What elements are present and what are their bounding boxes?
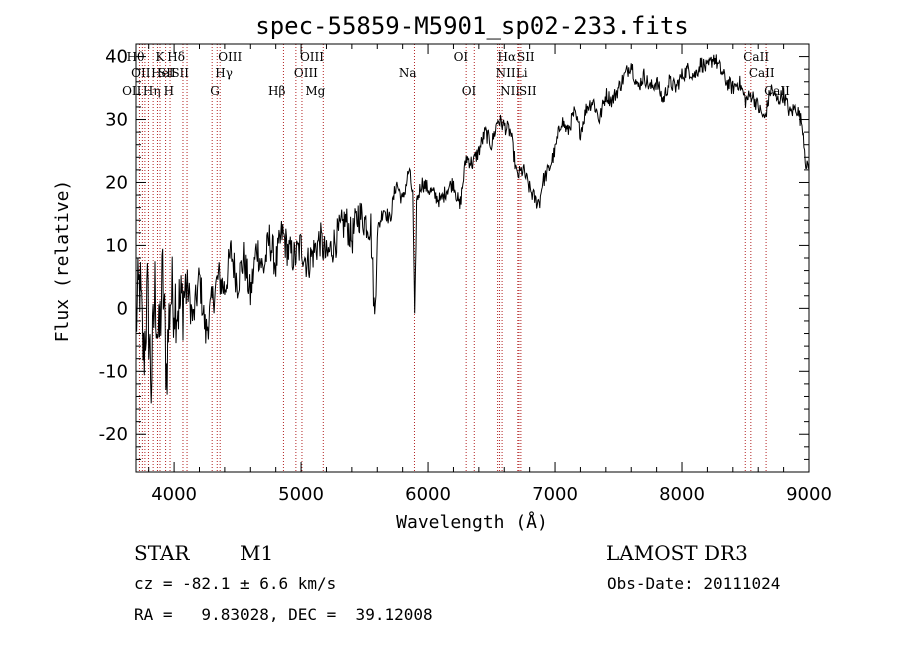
series-layer [135,54,810,404]
marker-label: Na [399,66,417,80]
marker-label: Mg [305,84,325,98]
marker-label: CaII [743,50,769,64]
marker-label: OIII [300,50,324,64]
marker-label: OIII [218,50,242,64]
redshift-text: cz = -82.1 ± 6.6 km/s [134,574,336,593]
marker-label: OIII [294,66,318,80]
plot-frame [135,43,810,473]
marker-label: SII [519,84,537,98]
marker-label: HeI [151,66,174,80]
y-tick-label: -10 [99,361,128,382]
marker-label: OI [454,50,469,64]
marker-label: Hβ [268,84,285,98]
x-axis-label: Wavelength (Å) [396,511,548,533]
marker-label: Hδ [167,50,185,64]
x-tick-label: 7000 [532,484,578,505]
marker-label: SII [158,66,176,80]
obs-date: Obs-Date: 20111024 [607,574,780,593]
y-tick-label: 0 [117,298,128,319]
spectrum-line [135,54,810,404]
marker-label: Hα [498,50,517,64]
marker-label: Li [516,66,528,80]
marker-label: OII [131,66,151,80]
marker-label: NII [500,84,520,98]
axis-ticks: 4000 5000 6000 7000 8000 9000 -20 -10 0 10 20 30 40 [99,43,832,505]
marker-label: CaII [764,84,790,98]
x-tick-label: 9000 [786,484,832,505]
marker-label: OII [122,84,142,98]
y-tick-label: 40 [105,47,128,68]
marker-label: SII [517,50,535,64]
object-subclass: M1 [240,541,273,565]
marker-label: Hθ [127,50,145,64]
marker-label: H [164,84,174,98]
marker-label: Hη [143,84,161,98]
y-axis-label: Flux (relative) [52,180,73,343]
y-tick-label: 30 [105,110,128,131]
marker-label: G [210,84,220,98]
marker-label: Hγ [215,66,233,80]
y-tick-label: 10 [105,235,128,256]
x-tick-label: 8000 [659,484,705,505]
marker-label: SII [171,66,189,80]
object-class: STAR [134,541,190,565]
coordinates: RA = 9.83028, DEC = 39.12008 [134,605,433,624]
survey-name: LAMOST DR3 [606,541,748,565]
marker-label: NII [496,66,516,80]
y-tick-label: 20 [105,172,128,193]
x-tick-label: 6000 [405,484,451,505]
info-block: STAR M1 LAMOST DR3 cz = -82.1 ± 6.6 km/s… [134,541,780,624]
marker-label: CaII [749,66,775,80]
marker-label: OI [462,84,477,98]
chart-title: spec-55859-M5901_sp02-233.fits [255,12,688,40]
x-tick-label: 4000 [151,484,197,505]
y-tick-label: -20 [99,424,128,445]
x-tick-label: 5000 [278,484,324,505]
